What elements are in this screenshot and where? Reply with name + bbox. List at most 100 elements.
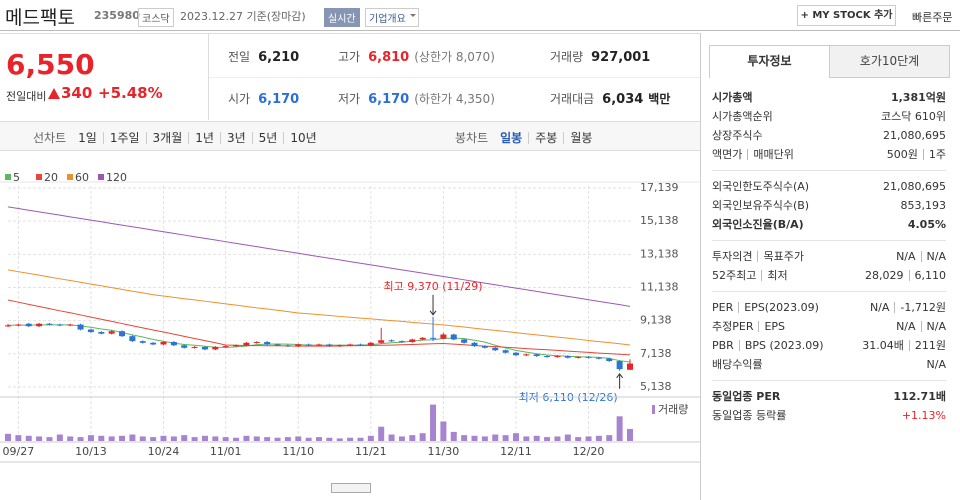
info-value: 853,193 [901,196,947,215]
moving-average-line [7,206,631,307]
info-value-text: 1,381억원 [890,91,946,104]
period-button[interactable]: 10년 [290,131,317,145]
candle-body [533,354,540,357]
quick-order[interactable]: 빠른주문 [912,11,953,24]
candle-body [160,341,167,345]
info-row: 외국인한도주식수(A) 21,080,695 [712,177,946,196]
volume-bar [67,436,74,441]
info-value: 31.04배 211원 [862,336,946,355]
info-value: 21,080,695 [883,126,946,145]
my-stock-button[interactable]: + MY STOCK 추가 [797,5,896,26]
candle-body [264,341,271,345]
volume-bar [98,435,105,441]
candle-body [46,323,53,325]
tab[interactable]: 투자정보 [709,45,830,78]
info-label: PBR BPS (2023.09) [712,336,824,355]
info-value: 코스닥 610위 [881,107,946,126]
info-label: PER EPS(2023.09) [712,298,819,317]
candle-body [150,342,157,345]
volume-bar [430,404,437,441]
company-info[interactable]: 기업개요 [365,8,419,27]
info-value-text: N/A [896,250,916,263]
tab[interactable]: 호가10단계 [830,45,950,78]
info-label-text: 배당수익률 [712,358,763,371]
candle-body [440,334,447,339]
volume-bar [492,434,499,441]
info-row: 외국인소진율(B/A) 4.05% [712,215,946,234]
separator [188,131,190,144]
candle-body [347,344,354,346]
period-button[interactable]: 1주일 [109,131,140,145]
candle-period-button[interactable]: 일봉 [500,131,523,145]
candle-period-button[interactable]: 월봉 [570,131,593,145]
info-value-text: 211원 [914,339,946,352]
volume-bar [616,416,623,441]
realtime-badge[interactable]: 실시간 [324,8,360,27]
stat-value: 6,170 [368,92,410,107]
info-label-text: 시가총액 [712,91,753,104]
candle-body [233,345,240,347]
candle-body [15,324,22,326]
annotation: 최고 9,370 (11/29) [384,280,483,293]
candle-body [419,337,426,340]
candle-body [326,344,333,347]
volume-bar [606,435,613,441]
volume-bar [243,435,250,441]
period-button[interactable]: 3년 [226,131,246,145]
x-tick-label: 11/01 [210,445,242,458]
info-label: 투자의견 목표주가 [712,247,804,266]
divider [700,33,701,500]
volume-bar [316,437,322,441]
separator [920,321,922,332]
period-button[interactable]: 1년 [195,131,214,145]
separator [738,302,740,313]
info-value-text: 28,029 [865,269,904,282]
candle-body [108,331,115,334]
info-value-text: 코스닥 610위 [881,110,946,123]
volume-bar [264,437,271,441]
info-label: 시가총액순위 [712,107,773,126]
separator [908,340,910,351]
volume-bar [305,437,312,441]
info-row: 투자의견 목표주가 N/A N/A [712,247,946,266]
separator [219,131,221,144]
candle-body [253,341,260,343]
volume-bar [481,436,488,441]
candle-period-button[interactable]: 주봉 [535,131,558,145]
volume-bar [150,437,157,441]
legend-label: 5 [13,171,20,184]
candle-body [170,341,177,346]
candle-body [523,354,530,356]
info-label-text: 추정PER [712,320,754,333]
info-section: 동일업종 PER 112.71배 동일업종 등락률 +1.13% [712,381,946,431]
info-value: 112.71배 [893,387,946,406]
info-value-text: -1,712원 [900,301,946,314]
legend-label: 20 [44,171,58,184]
info-label-text: PBR [712,339,734,352]
separator [251,131,253,144]
scroll-handle[interactable] [331,483,371,493]
period-button[interactable]: 5년 [258,131,278,145]
candle-body [129,336,136,342]
stat-value: 6,170 [258,92,300,107]
candle-body [430,337,437,339]
stat-value: 927,001 [591,50,651,65]
volume-bar [575,437,582,441]
candle-body [119,331,126,337]
volume-bar [419,433,426,441]
candle-body [36,323,43,327]
info-value: 1,381억원 [891,88,946,107]
info-label-text: 외국인한도주식수(A) [712,180,810,193]
line-toolbar: 선차트 1일 1주일 3개월 1년 3년 5년 10년 [33,129,317,146]
volume-bar [222,437,229,441]
info-row: PER EPS(2023.09) N/A -1,712원 [712,298,946,317]
period-button[interactable]: 3개월 [152,131,183,145]
separator [102,131,104,144]
volume-bar [585,436,592,441]
legend-label: 120 [106,171,127,184]
stat: 시가 6,170 [228,90,299,107]
candle-body [616,361,623,370]
candle-body [284,345,291,347]
info-label-text: EPS [764,320,786,333]
period-button[interactable]: 1일 [78,131,97,145]
